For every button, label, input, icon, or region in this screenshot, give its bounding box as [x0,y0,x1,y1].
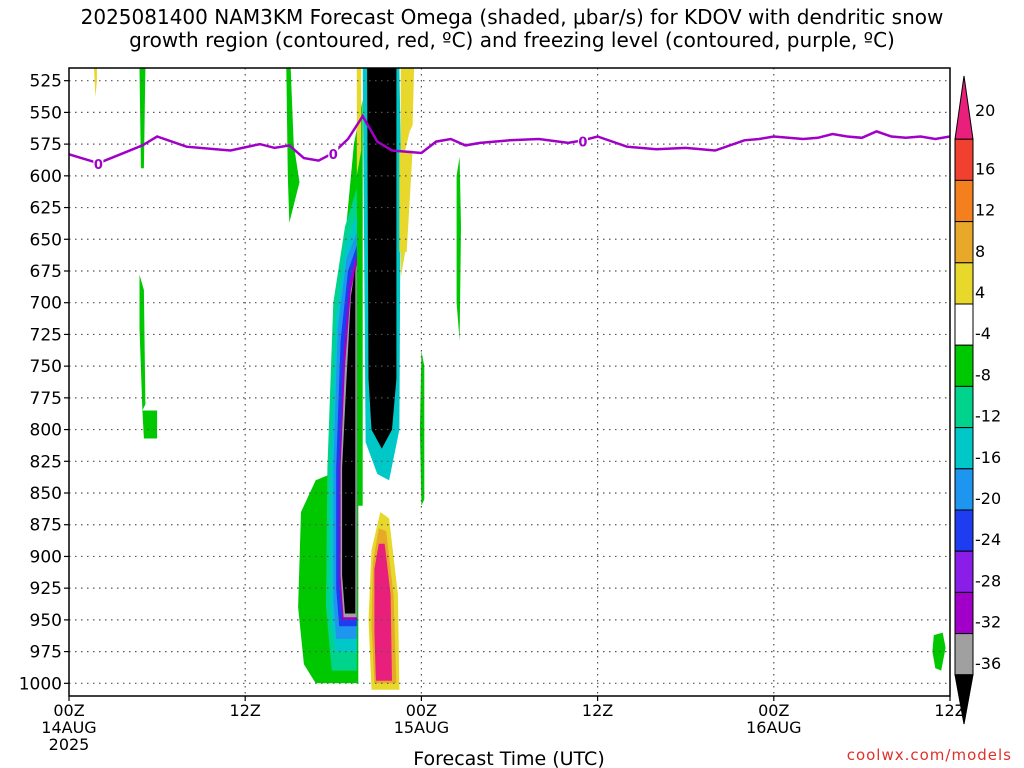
colorbar-swatch [954,633,974,676]
x-tick-label: 14AUG [41,718,96,737]
colorbar-swatch [954,179,974,223]
colorbar-swatch [954,75,974,140]
colorbar-swatch [954,138,974,181]
y-tick-label: 950 [30,611,62,631]
colorbar-label: -8 [975,365,991,384]
title-line-2: growth region (contoured, red, ºC) and f… [129,28,895,52]
x-tick-label: 00Z [406,701,437,720]
y-axis: 525 550 575 600 625 650 675 700 725 750 775 800 825 8… [19,72,69,694]
y-tick-label: 725 [30,325,62,345]
colorbar-label: -12 [975,407,1001,426]
credit-text: coolwx.com/models [846,746,1012,764]
colorbar-label: 16 [975,159,995,178]
x-tick-label: 2025 [49,735,90,754]
gridlines [69,68,950,696]
colorbar-label: -16 [975,448,1001,467]
omega-region-17 [374,543,392,681]
title-line-1: 2025081400 NAM3KM Forecast Omega (shaded… [80,5,944,29]
x-tick-label: 15AUG [394,718,449,737]
omega-region-24 [419,350,425,506]
omega-region-14 [399,150,413,252]
y-tick-label: 875 [30,516,62,536]
plot-frame [68,67,951,697]
y-tick-label: 625 [30,199,62,219]
y-tick-label: 850 [30,484,62,504]
colorbar-swatch [954,550,974,593]
colorbar-label: -36 [975,654,1001,673]
omega-region-11 [367,68,397,449]
y-tick-label: 550 [30,103,62,123]
freezing-level-labels: 0 0 0 [93,134,588,173]
freezing-label-bg [328,147,339,162]
omega-region-21 [142,410,158,439]
freezing-level-label: 0 [94,158,103,173]
terrain-fill [69,696,950,705]
x-tick-label: 12Z [934,701,965,720]
colorbar-label: -28 [975,571,1001,590]
x-axis-title: Forecast Time (UTC) [413,748,604,768]
omega-region-20 [139,274,146,411]
y-tick-label: 750 [30,357,62,377]
chart-title: 2025081400 NAM3KM Forecast Omega (shaded… [0,6,1024,52]
x-tick-label: 00Z [53,701,84,720]
colorbar-label: -4 [975,324,991,343]
freezing-level-label: 0 [329,148,338,163]
y-tick-label: 825 [30,452,62,472]
colorbar-label: -20 [975,489,1001,508]
colorbar-swatch [954,591,974,635]
colorbar-swatch [954,221,974,264]
y-tick-label: 925 [30,579,62,599]
y-tick-label: 800 [30,421,62,441]
colorbar-label: -32 [975,613,1001,632]
colorbar-label: 20 [975,101,995,120]
freezing-label-bg [93,157,104,172]
x-tick-label: 12Z [582,701,613,720]
omega-region-22 [286,68,300,223]
colorbar-swatch [954,509,974,552]
colorbar-swatch [954,468,974,511]
colorbar-swatch [954,427,974,470]
omega-region-19 [139,68,146,169]
omega-region-8 [342,267,356,614]
colorbar-swatch [954,344,974,387]
y-tick-label: 700 [30,294,62,314]
y-tick-label: 1000 [19,674,62,694]
freezing-level-line [69,113,950,165]
y-tick-label: 900 [30,547,62,567]
colorbar-swatch [954,262,974,305]
y-tick-label: 775 [30,389,62,409]
colorbar-label: 8 [975,242,985,261]
x-tick-label: 12Z [230,701,261,720]
x-tick-label: 16AUG [746,718,801,737]
colorbar-label: 4 [975,283,985,302]
omega-region-13 [406,68,415,138]
colorbar: 20 16 12 8 4 -4 -8 -12 -16 -20 -24 -28 -32 -36 [954,75,1001,725]
colorbar-swatch [954,674,974,725]
omega-shading [94,68,946,690]
y-tick-label: 675 [30,262,62,282]
y-tick-label: 650 [30,230,62,250]
omega-region-18 [94,68,97,98]
colorbar-label: -24 [975,530,1001,549]
y-tick-label: 575 [30,135,62,155]
x-tick-label: 00Z [758,701,789,720]
colorbar-label: 12 [975,201,995,220]
colorbar-swatch [954,385,974,429]
colorbar-swatch [954,303,974,346]
y-tick-label: 600 [30,167,62,187]
y-tick-label: 975 [30,643,62,663]
freezing-level-label: 0 [578,135,587,150]
y-tick-label: 525 [30,72,62,92]
freezing-label-bg [577,134,588,149]
omega-region-23 [456,156,461,341]
